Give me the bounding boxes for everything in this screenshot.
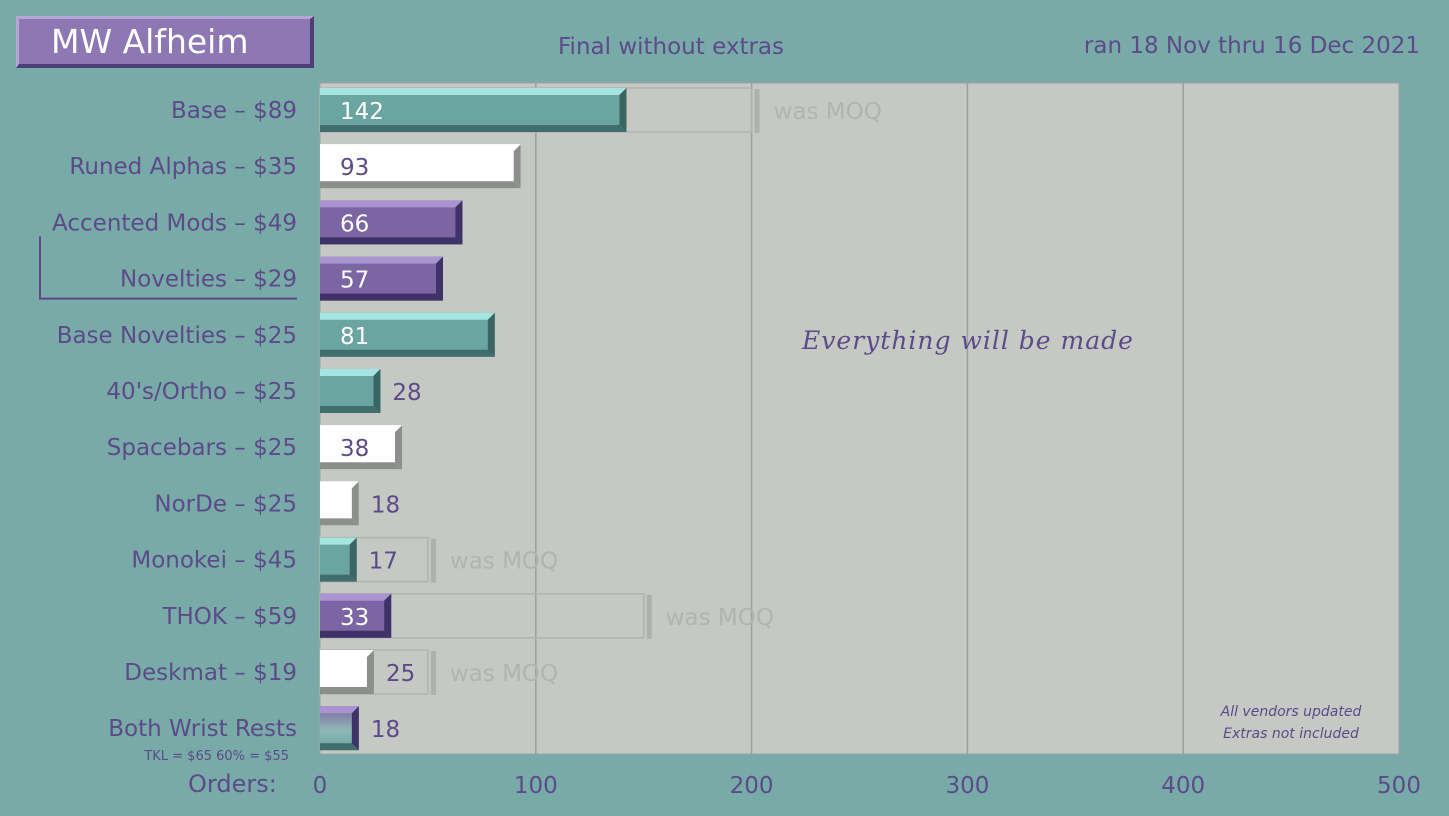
bar-value-label: 28 — [392, 380, 421, 406]
bar-value-label: 81 — [340, 324, 369, 350]
bar-bevel-right — [619, 88, 627, 132]
bar — [320, 369, 381, 413]
bar — [320, 425, 403, 470]
bar-value-label: 66 — [340, 211, 369, 237]
x-tick-label: 400 — [1161, 773, 1205, 799]
bar-bevel-top — [320, 369, 381, 376]
bar-bevel-right — [395, 425, 403, 470]
bar-bevel-bottom — [320, 293, 444, 301]
bar — [320, 312, 495, 357]
bar-bevel-bottom — [320, 518, 359, 526]
bar-bevel-right — [487, 312, 495, 357]
bar-bevel-top — [320, 144, 521, 152]
everything-made-annotation: Everything will be made — [801, 326, 1134, 355]
category-label: 40's/Ortho – $25 — [106, 379, 297, 405]
x-tick-label: 300 — [945, 773, 989, 799]
bar-value-label: 18 — [371, 492, 400, 518]
x-tick-label: 0 — [313, 773, 328, 799]
category-label: Deskmat – $19 — [124, 660, 297, 686]
bar-value-label: 33 — [340, 605, 369, 631]
bar-bevel-top — [320, 256, 444, 264]
moq-marker — [430, 651, 436, 695]
bar-bevel-top — [320, 425, 403, 433]
bar-bevel-right — [455, 200, 463, 245]
footnote: All vendors updated — [1220, 704, 1362, 720]
bar-bevel-top — [320, 537, 357, 545]
moq-label: was MOQ — [666, 605, 774, 631]
bar-bevel-bottom — [320, 630, 392, 638]
bar-bevel-top — [320, 593, 392, 601]
bar-bevel-bottom — [320, 181, 521, 189]
moq-label: was MOQ — [774, 99, 882, 125]
category-label: Accented Mods – $49 — [52, 210, 297, 236]
bar-bevel-bottom — [320, 237, 463, 245]
bar — [320, 256, 444, 301]
bar — [320, 593, 392, 638]
bar-bevel-top — [320, 200, 463, 208]
bar-bevel-right — [366, 650, 374, 694]
bar-value-label: 25 — [386, 661, 415, 687]
x-tick-label: 200 — [730, 773, 774, 799]
bar-bevel-top — [320, 706, 359, 714]
bar-bevel-top — [320, 312, 495, 320]
bar-bevel-bottom — [320, 574, 357, 582]
logo-badge: MW Alfheim — [16, 16, 314, 68]
bar-bevel-top — [320, 650, 374, 657]
bar-bevel-right — [513, 144, 521, 189]
category-label: Novelties – $29 — [120, 267, 297, 293]
category-label: THOK – $59 — [161, 604, 297, 630]
bar-bevel-bottom — [320, 406, 381, 413]
category-label: Monokei – $45 — [131, 548, 297, 574]
bar-bevel-right — [384, 593, 392, 638]
moq-marker — [430, 538, 436, 583]
category-label: Runed Alphas – $35 — [69, 154, 297, 180]
category-label: Base Novelties – $25 — [57, 323, 297, 349]
x-tick-label: 100 — [514, 773, 558, 799]
bar-bevel-bottom — [320, 125, 627, 132]
bar-value-label: 142 — [340, 99, 384, 125]
bar-value-label: 93 — [340, 155, 369, 181]
moq-label: was MOQ — [450, 549, 558, 575]
bar-bevel-bottom — [320, 462, 403, 470]
bar — [320, 650, 374, 694]
bar-value-label: 38 — [340, 436, 369, 462]
bar-value-label: 57 — [340, 268, 369, 294]
bar — [320, 88, 627, 132]
bar-bevel-bottom — [320, 743, 359, 751]
category-label: NorDe – $25 — [154, 491, 297, 517]
category-label: Base – $89 — [171, 98, 297, 124]
bar-value-label: 17 — [369, 549, 398, 575]
bar-bevel-right — [351, 706, 359, 751]
footnote: Extras not included — [1223, 726, 1359, 742]
bar-bevel-bottom — [320, 687, 374, 694]
category-label: Both Wrist Rests — [108, 716, 297, 742]
date-range: ran 18 Nov thru 16 Dec 2021 — [1083, 33, 1420, 59]
group-bracket — [39, 236, 297, 300]
bar-bevel-right — [436, 256, 444, 301]
bar-value-label: 18 — [371, 717, 400, 743]
wrist-rest-sublabel: TKL = $65 60% = $55 — [143, 749, 289, 764]
plot-area — [319, 82, 1400, 755]
bar — [320, 200, 463, 245]
bar — [320, 144, 521, 189]
moq-marker — [754, 89, 760, 133]
x-tick-label: 500 — [1377, 773, 1421, 799]
bar-bevel-top — [320, 88, 627, 95]
chart-subtitle: Final without extras — [558, 34, 785, 60]
bar-bevel-bottom — [320, 349, 495, 357]
category-label: Spacebars – $25 — [107, 435, 297, 461]
moq-label: was MOQ — [450, 661, 558, 687]
bar-bevel-right — [351, 481, 359, 526]
x-axis-label: Orders: — [188, 770, 277, 798]
bar-bevel-right — [373, 369, 381, 413]
moq-marker — [646, 594, 652, 639]
bar-bevel-right — [349, 537, 357, 582]
bar-bevel-top — [320, 481, 359, 489]
